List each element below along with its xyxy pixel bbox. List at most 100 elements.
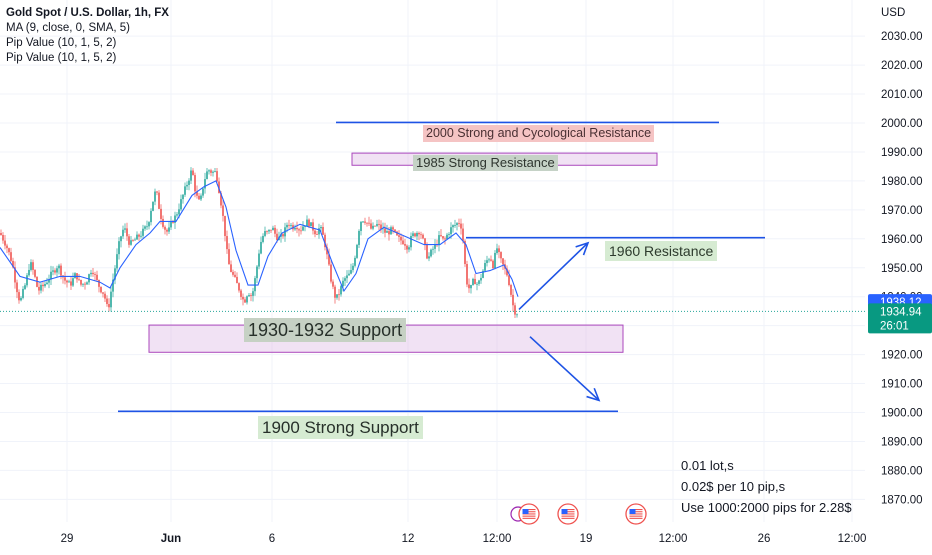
countdown-timer: 26:01	[880, 320, 909, 332]
candle-body	[312, 222, 314, 231]
candle-body	[456, 223, 458, 226]
x-tick-label: 12:00	[483, 533, 512, 545]
candle-body	[56, 268, 58, 273]
annotation-resistance-1960[interactable]: 1960 Resistance	[605, 241, 718, 261]
candle-body	[168, 227, 170, 232]
candle-body	[116, 254, 118, 269]
candle-body	[414, 233, 416, 237]
candle-body	[146, 226, 148, 228]
candle-body	[304, 226, 306, 227]
candle-body	[496, 248, 498, 253]
chart-legend: Gold Spot / U.S. Dollar, 1h, FX MA (9, c…	[6, 6, 169, 66]
candle-body	[460, 223, 462, 229]
notes-text[interactable]: 0.01 lot,s 0.02$ per 10 pip,s Use 1000:2…	[681, 455, 852, 518]
flag-canton	[522, 509, 529, 514]
candle-body	[452, 225, 454, 228]
candle-body	[464, 240, 466, 265]
candle-body	[308, 219, 310, 227]
x-tick-label: 26	[758, 533, 771, 545]
candle-body	[50, 271, 52, 280]
y-tick-label: 1870.00	[881, 494, 923, 506]
candle-body	[16, 282, 18, 293]
y-tick-label: 2010.00	[881, 89, 923, 101]
candle-body	[470, 285, 472, 289]
candle-body	[94, 274, 96, 275]
candle-body	[74, 273, 76, 279]
candle-body	[514, 305, 516, 315]
indicator-pip-value-label[interactable]: Pip Value (10, 1, 5, 2)	[6, 52, 117, 64]
candle-body	[502, 258, 504, 265]
candle-body	[224, 215, 226, 237]
candle-body	[112, 279, 114, 292]
candle-body	[500, 252, 502, 259]
candle-body	[204, 179, 206, 189]
candle-body	[226, 236, 228, 250]
candle-body	[144, 226, 146, 229]
candle-body	[64, 277, 66, 281]
candle-body	[458, 223, 460, 224]
candle-body	[108, 304, 110, 308]
candle-body	[150, 210, 152, 223]
candle-body	[260, 241, 262, 254]
candle-body	[264, 231, 266, 236]
candle-body	[486, 260, 488, 264]
y-tick-label: 2020.00	[881, 60, 923, 72]
candle-body	[46, 282, 48, 285]
y-tick-label: 1960.00	[881, 234, 923, 246]
candle-body	[324, 234, 326, 248]
candle-body	[354, 257, 356, 266]
candle-body	[192, 170, 194, 176]
candle-body	[516, 314, 518, 316]
indicator-pip-value-label[interactable]: Pip Value (10, 1, 5, 2)	[6, 37, 117, 49]
currency-label: USD	[881, 7, 905, 19]
candle-body	[406, 245, 408, 250]
flag-us-icon[interactable]	[625, 503, 647, 525]
candle-body	[346, 275, 348, 279]
annotation-support-1900[interactable]: 1900 Strong Support	[258, 416, 423, 439]
y-tick-label: 1990.00	[881, 147, 923, 159]
candle-body	[368, 222, 370, 224]
candle-body	[448, 234, 450, 235]
candle-body	[110, 291, 112, 308]
candle-body	[426, 244, 428, 259]
candle-body	[106, 298, 108, 305]
candle-body	[222, 205, 224, 216]
candle-body	[334, 286, 336, 298]
annotation-support-1930[interactable]: 1930-1932 Support	[244, 318, 407, 342]
candle-body	[400, 236, 402, 241]
candle-body	[82, 283, 84, 285]
candle-body	[6, 245, 8, 249]
candle-body	[88, 274, 90, 283]
candle-body	[86, 282, 88, 285]
annotation-resistance-1985[interactable]: 1985 Strong Resistance	[413, 155, 558, 171]
candle-body	[148, 222, 150, 227]
flag-us-icon[interactable]	[557, 503, 579, 525]
candle-body	[28, 269, 30, 276]
candle-body	[392, 227, 394, 230]
candle-body	[202, 188, 204, 196]
y-tick-label: 2000.00	[881, 118, 923, 130]
candle-body	[38, 286, 40, 291]
flag-stripe	[522, 511, 536, 513]
y-tick-label: 1890.00	[881, 436, 923, 448]
candle-body	[230, 264, 232, 272]
candle-body	[386, 231, 388, 233]
symbol-title[interactable]: Gold Spot / U.S. Dollar, 1h, FX	[6, 7, 169, 19]
candle-body	[4, 240, 6, 246]
candle-body	[44, 284, 46, 287]
candle-body	[142, 228, 144, 236]
candle-body	[100, 286, 102, 293]
candle-body	[238, 283, 240, 291]
candle-body	[326, 247, 328, 255]
candle-body	[358, 230, 360, 245]
annotation-resistance-2000[interactable]: 2000 Strong and Cycological Resistance	[423, 125, 655, 142]
candle-body	[262, 235, 264, 242]
candle-body	[104, 293, 106, 299]
candle-body	[412, 233, 414, 237]
flag-us-icon[interactable]	[518, 503, 540, 525]
flag-stripe	[561, 509, 575, 511]
candle-body	[344, 278, 346, 281]
indicator-ma-label[interactable]: MA (9, close, 0, SMA, 5)	[6, 22, 130, 34]
